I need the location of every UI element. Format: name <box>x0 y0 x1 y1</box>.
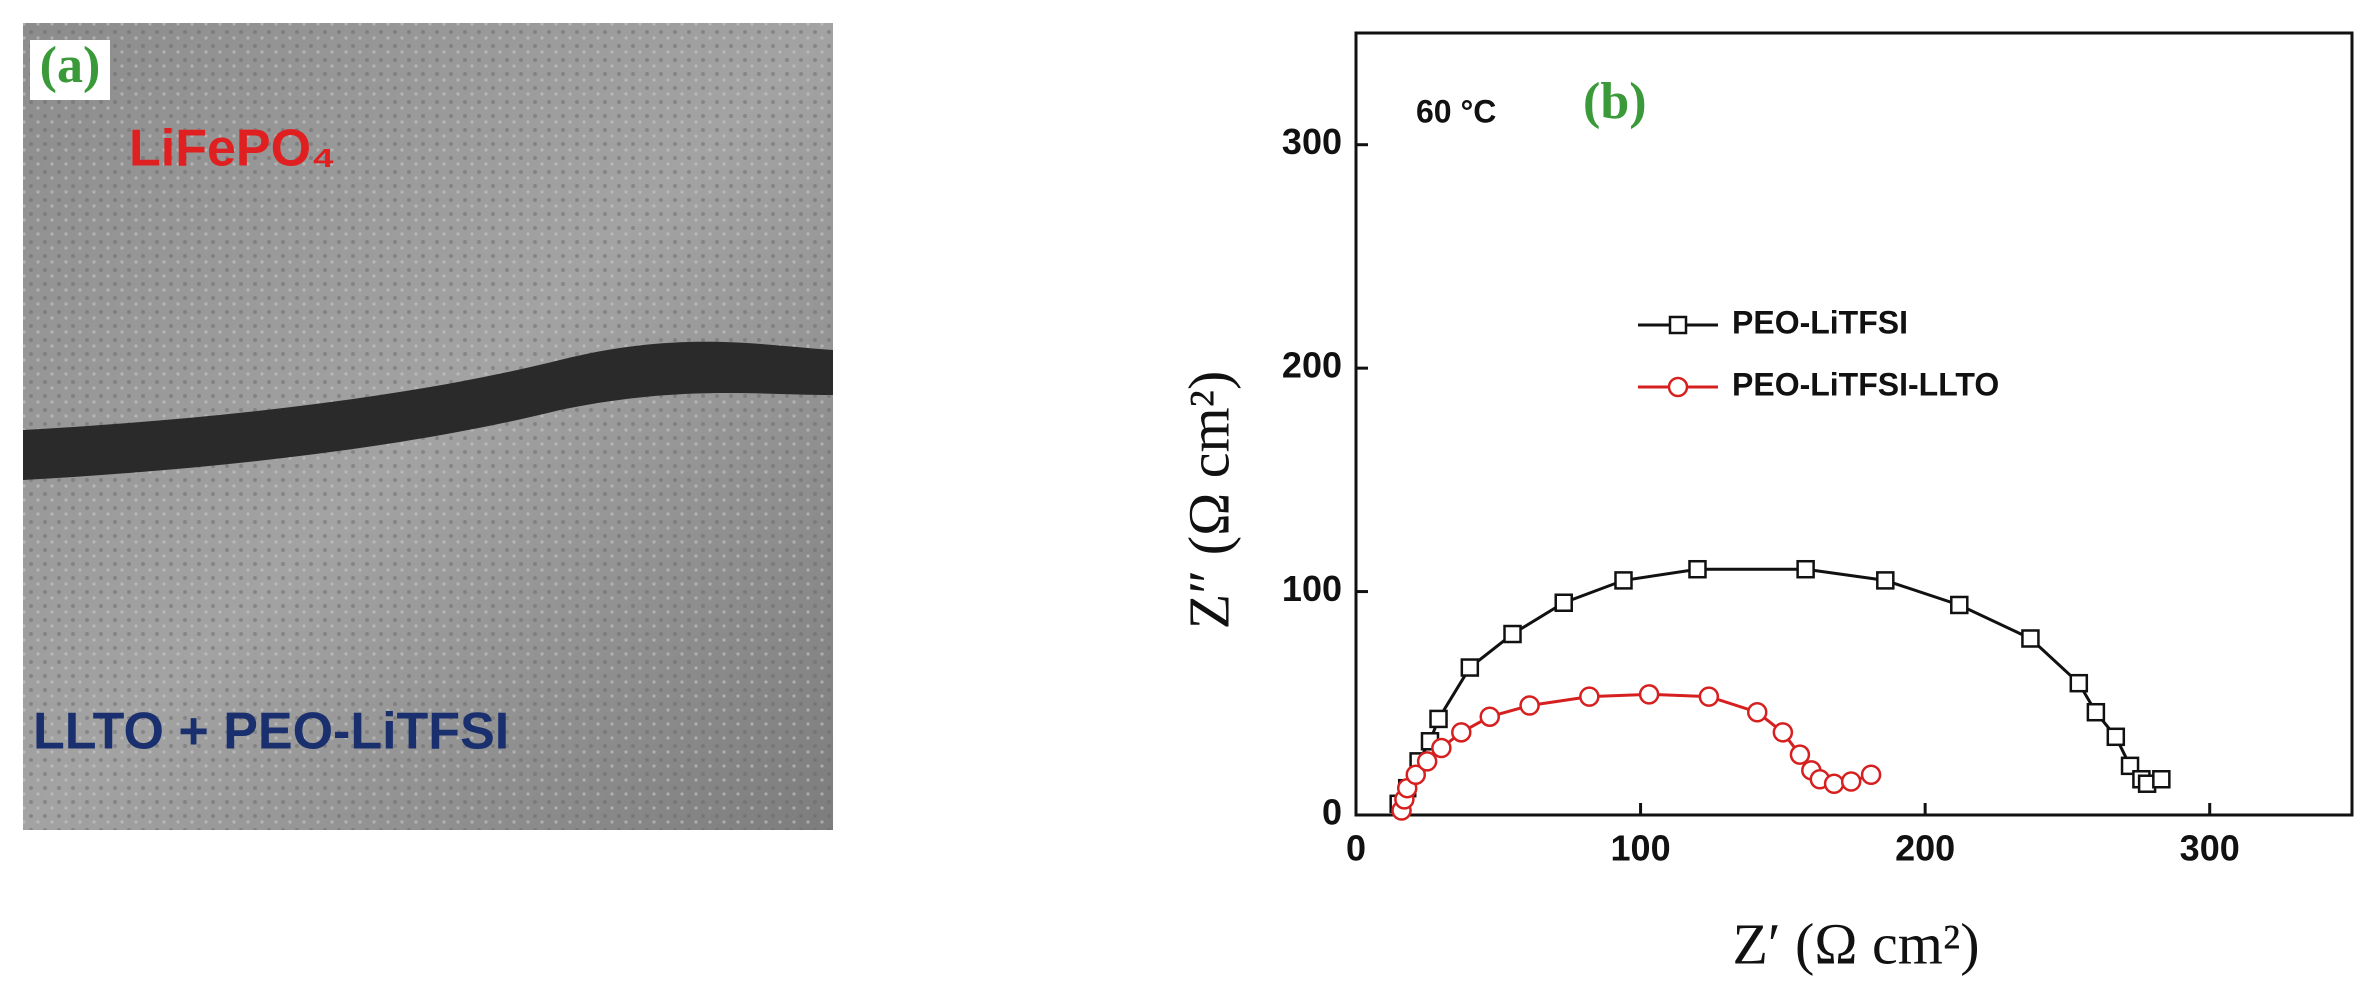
label-box <box>30 40 110 100</box>
marker <box>2086 702 2106 722</box>
marker <box>1479 706 1500 727</box>
x-tick-label: 300 <box>2180 828 2240 869</box>
marker <box>1416 751 1438 772</box>
marker <box>1950 595 1969 615</box>
x-tick-label: 0 <box>1346 828 1366 869</box>
marker <box>1876 571 1895 590</box>
marker <box>1503 624 1522 644</box>
marker <box>1460 658 1480 677</box>
legend-label: PEO-LiTFSI-LLTO <box>1732 366 1999 402</box>
panel-label: (a) <box>40 37 101 94</box>
marker <box>1519 695 1540 716</box>
x-tick-label: 200 <box>1895 828 1955 869</box>
x-tick-label: 100 <box>1611 828 1671 869</box>
layer-label: LLTO + PEO-LiTFSI <box>33 703 509 761</box>
marker <box>1688 559 1707 579</box>
plot-frame <box>1354 31 2354 817</box>
marker <box>1638 684 1660 705</box>
marker <box>1429 709 1448 729</box>
marker <box>1789 744 1811 765</box>
marker <box>1614 571 1633 590</box>
y-tick-label: 200 <box>1282 345 1342 386</box>
marker <box>1554 593 1573 612</box>
marker <box>1405 764 1427 786</box>
y-axis-label: Z″ (Ω cm²) <box>1176 371 1241 630</box>
marker <box>1796 559 1815 579</box>
marker <box>1698 686 1720 707</box>
legend-label: PEO-LiTFSI <box>1732 304 1908 340</box>
y-tick-label: 100 <box>1282 568 1342 609</box>
panel-label: (b) <box>1583 73 1647 130</box>
marker <box>1860 764 1882 786</box>
y-tick-label: 300 <box>1282 121 1342 162</box>
x-axis-label: Z′ (Ω cm²) <box>1732 911 1979 976</box>
layer-label: LiFePO₄ <box>129 120 336 178</box>
annotation: 60 °C <box>1416 93 1496 129</box>
legend-marker <box>1667 376 1689 398</box>
sem-image <box>23 23 1018 830</box>
marker <box>2021 629 2040 648</box>
series-line <box>1397 567 2162 805</box>
marker <box>1431 737 1452 759</box>
marker <box>2152 770 2171 789</box>
marker <box>1823 773 1845 794</box>
marker <box>1772 722 1794 743</box>
marker <box>1451 722 1472 743</box>
marker <box>1840 771 1862 792</box>
marker <box>1746 701 1768 723</box>
marker <box>2069 673 2089 693</box>
marker <box>2120 756 2140 776</box>
legend-marker <box>1668 315 1688 335</box>
y-tick-label: 0 <box>1322 792 1342 833</box>
scale-bar-label: 10 um <box>926 661 1018 697</box>
marker <box>2106 727 2126 747</box>
marker <box>1579 686 1600 707</box>
